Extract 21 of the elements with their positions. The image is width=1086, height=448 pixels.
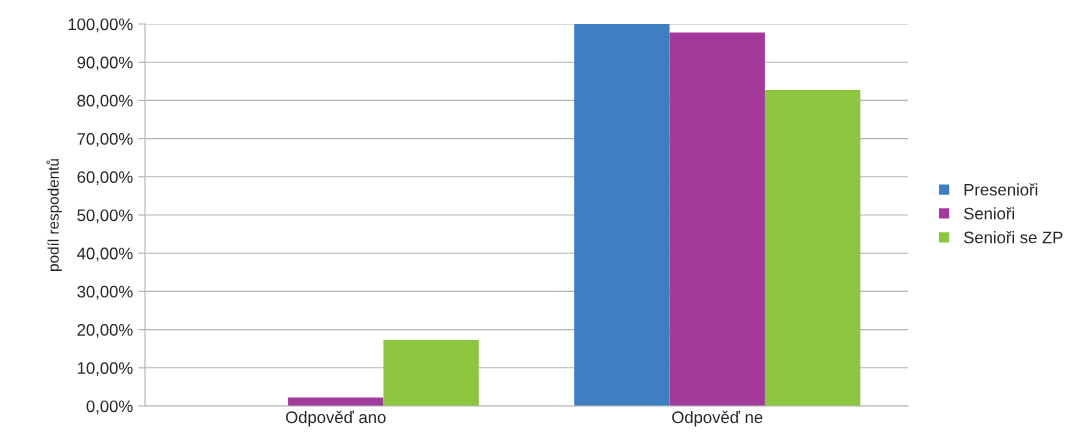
x-tick-label: Odpověď ano <box>286 410 386 427</box>
y-tick-label: 30,00% <box>77 285 133 300</box>
y-tick-label: 20,00% <box>77 324 133 338</box>
y-tick-label: 50,00% <box>77 209 133 224</box>
y-tick-label: 70,00% <box>77 133 133 147</box>
y-axis-title: podíl respodentů <box>46 159 62 271</box>
y-tick-label: 90,00% <box>77 56 133 71</box>
y-tick-label: 0,00% <box>86 400 133 415</box>
bar <box>574 24 670 406</box>
bar <box>383 339 479 406</box>
y-tick-label: 40,00% <box>77 247 133 262</box>
y-tick-label: 60,00% <box>77 171 133 185</box>
y-tick-label: 100,00% <box>68 18 133 33</box>
legend-label: Senioři se ZP <box>964 231 1063 244</box>
x-tick-label: Odpověď ne <box>672 410 763 427</box>
y-tick-label: 10,00% <box>77 362 133 376</box>
y-tick-label: 80,00% <box>77 94 133 109</box>
legend-label: Senioři <box>964 207 1015 220</box>
legend-label: Presenioři <box>964 183 1038 196</box>
bar <box>764 90 861 406</box>
bar <box>669 32 765 406</box>
